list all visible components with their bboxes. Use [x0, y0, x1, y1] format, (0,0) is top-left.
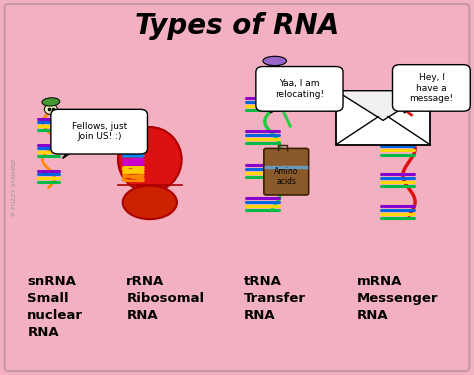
Polygon shape: [63, 148, 77, 159]
Ellipse shape: [137, 136, 144, 142]
Ellipse shape: [44, 104, 57, 114]
Polygon shape: [336, 91, 430, 120]
Ellipse shape: [267, 64, 281, 75]
Text: mRNA
Messenger
RNA: mRNA Messenger RNA: [357, 275, 438, 322]
Text: Types of RNA: Types of RNA: [135, 12, 339, 40]
Text: tRNA
Transfer
RNA: tRNA Transfer RNA: [244, 275, 306, 322]
Text: Fellows, just
Join US! :): Fellows, just Join US! :): [72, 122, 127, 141]
Text: Yaa, I am
relocating!: Yaa, I am relocating!: [275, 79, 324, 99]
FancyBboxPatch shape: [51, 110, 147, 154]
Text: ® FUZZY SYNAPSE: ® FUZZY SYNAPSE: [12, 158, 17, 217]
Text: Amino
acids: Amino acids: [274, 166, 298, 186]
FancyBboxPatch shape: [392, 64, 470, 111]
Ellipse shape: [400, 74, 422, 82]
Ellipse shape: [123, 186, 177, 219]
FancyBboxPatch shape: [336, 91, 430, 145]
Text: rRNA
Ribosomal
RNA: rRNA Ribosomal RNA: [126, 275, 204, 322]
Ellipse shape: [118, 127, 182, 192]
Polygon shape: [404, 106, 416, 113]
Ellipse shape: [263, 56, 286, 66]
Ellipse shape: [404, 81, 417, 91]
Text: Hey, I
have a
message!: Hey, I have a message!: [410, 73, 454, 103]
Polygon shape: [270, 106, 284, 113]
FancyBboxPatch shape: [256, 66, 343, 111]
Text: snRNA
Small
nuclear
RNA: snRNA Small nuclear RNA: [27, 275, 83, 339]
FancyBboxPatch shape: [264, 148, 309, 195]
Ellipse shape: [42, 98, 60, 106]
